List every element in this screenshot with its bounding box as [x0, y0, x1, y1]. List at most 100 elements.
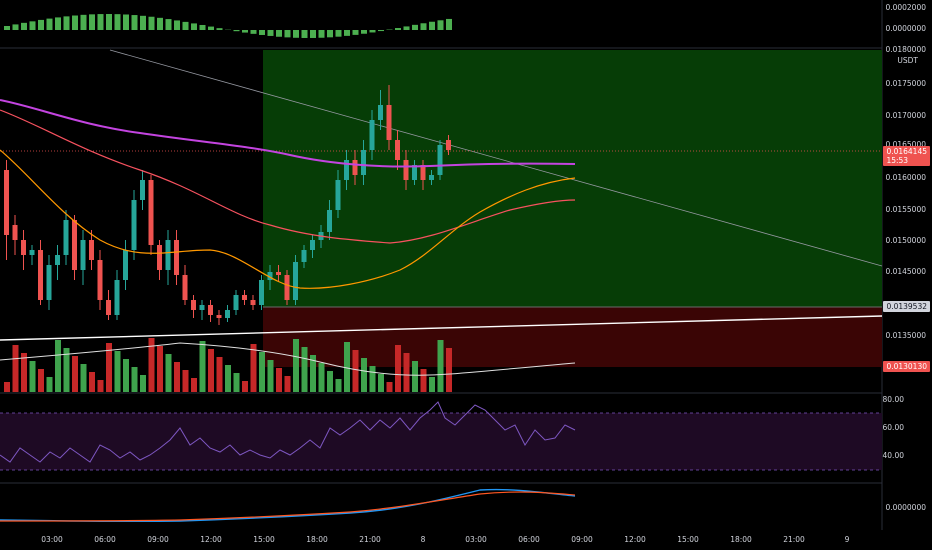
price-axis-label: 0.0165000 [885, 140, 926, 149]
time-axis-label: 21:00 [783, 535, 805, 544]
volume-bar [437, 340, 444, 392]
candle [182, 265, 188, 305]
stop-price-tag: 0.0130130 [883, 361, 930, 372]
macd-axis-label: 0.0000000 [885, 24, 926, 33]
macd-histogram-bar [114, 14, 121, 30]
candle [310, 235, 315, 258]
price-axis-label: 0.0180000 [885, 45, 926, 54]
trendline[interactable] [109, 49, 883, 267]
candle [29, 245, 35, 265]
macd-histogram-bar [216, 28, 223, 30]
candle [301, 245, 307, 268]
volume-bar [208, 349, 214, 392]
macd-histogram-bar [420, 23, 427, 30]
candle [216, 310, 222, 325]
candle [284, 270, 290, 305]
price-axis-label: 0.0150000 [885, 236, 926, 245]
candle [12, 215, 18, 255]
time-axis-label: 21:00 [359, 535, 381, 544]
macd-histogram-bar [335, 30, 342, 37]
volume-bar [174, 362, 180, 392]
candle [344, 150, 349, 190]
candle [174, 230, 179, 285]
volume-bar [446, 348, 452, 392]
volume-bar [429, 377, 435, 392]
lower-axis-label: 0.0000000 [885, 503, 926, 512]
candle [208, 300, 213, 322]
time-axis-label: 12:00 [624, 535, 646, 544]
macd-histogram-bar [131, 15, 138, 30]
candle [148, 175, 154, 255]
volume-bar [148, 338, 155, 392]
time-axis-label: 12:00 [200, 535, 222, 544]
volume-bar [4, 382, 10, 392]
candle [403, 150, 409, 190]
macd-histogram-bar [182, 21, 189, 30]
macd-histogram-bar [318, 30, 325, 38]
time-axis-label: 9 [844, 535, 850, 544]
entry-price-tag: 0.0139532 [883, 301, 930, 312]
macd-histogram-bar [344, 30, 350, 36]
last-price-tag: 0.0164145 15:53 [883, 146, 930, 166]
rsi-line [0, 401, 576, 463]
macd-histogram-bar [429, 21, 435, 30]
candle [335, 170, 341, 218]
volume-bar [55, 340, 61, 392]
candle [89, 230, 94, 270]
macd-histogram-bar [148, 16, 155, 30]
volume-bar [157, 346, 163, 392]
macd-histogram-bar [55, 17, 61, 30]
time-axis-label: 18:00 [730, 535, 752, 544]
candle [327, 200, 332, 240]
long-position-stop-zone[interactable] [263, 307, 882, 367]
candle [21, 230, 26, 270]
volume-bar [191, 378, 197, 392]
candle [259, 275, 264, 310]
volume-bar [114, 351, 121, 392]
volume-bar [165, 354, 172, 392]
volume-bar [395, 345, 401, 392]
candle [437, 140, 443, 180]
candle [420, 160, 426, 190]
volume-bar [131, 367, 138, 392]
candle [123, 240, 128, 290]
candle [225, 305, 230, 322]
macd-histogram-bar [369, 30, 376, 33]
candle [276, 265, 281, 282]
candle [46, 255, 52, 310]
volume-bar [97, 380, 104, 392]
volume-bar [267, 360, 274, 392]
macd-histogram-bar [293, 30, 299, 38]
rsi-band [0, 413, 882, 470]
volume-bar [327, 371, 333, 392]
candle [369, 110, 375, 160]
candle [352, 150, 358, 185]
macd-histogram-bar [191, 23, 197, 30]
macd-histogram-bar [199, 24, 206, 30]
macd-histogram-bar [4, 26, 10, 30]
rsi-axis-label: 60.00 [882, 423, 904, 432]
volume-bar [378, 374, 384, 392]
candle [386, 85, 392, 150]
candle [429, 170, 434, 185]
macd-histogram-bar [352, 30, 359, 35]
volume-bar [361, 358, 367, 392]
volume-bar [72, 356, 78, 392]
volume-bar [46, 377, 53, 392]
support-line[interactable] [0, 315, 883, 341]
currency-unit: USDT [897, 56, 918, 65]
ma20-line [0, 149, 576, 289]
price-axis-label: 0.0175000 [885, 79, 926, 88]
candle [106, 290, 111, 320]
macd-histogram-bar [284, 30, 291, 38]
macd-histogram-bar [250, 30, 257, 34]
macd-histogram-bar [378, 30, 384, 32]
price-axis-label: 0.0145000 [885, 267, 926, 276]
volume-bar [301, 347, 308, 392]
candle [412, 160, 417, 185]
macd-histogram-bar [89, 14, 95, 30]
time-axis-label: 06:00 [518, 535, 540, 544]
candle [72, 215, 77, 280]
macd-histogram-bar [403, 26, 410, 30]
